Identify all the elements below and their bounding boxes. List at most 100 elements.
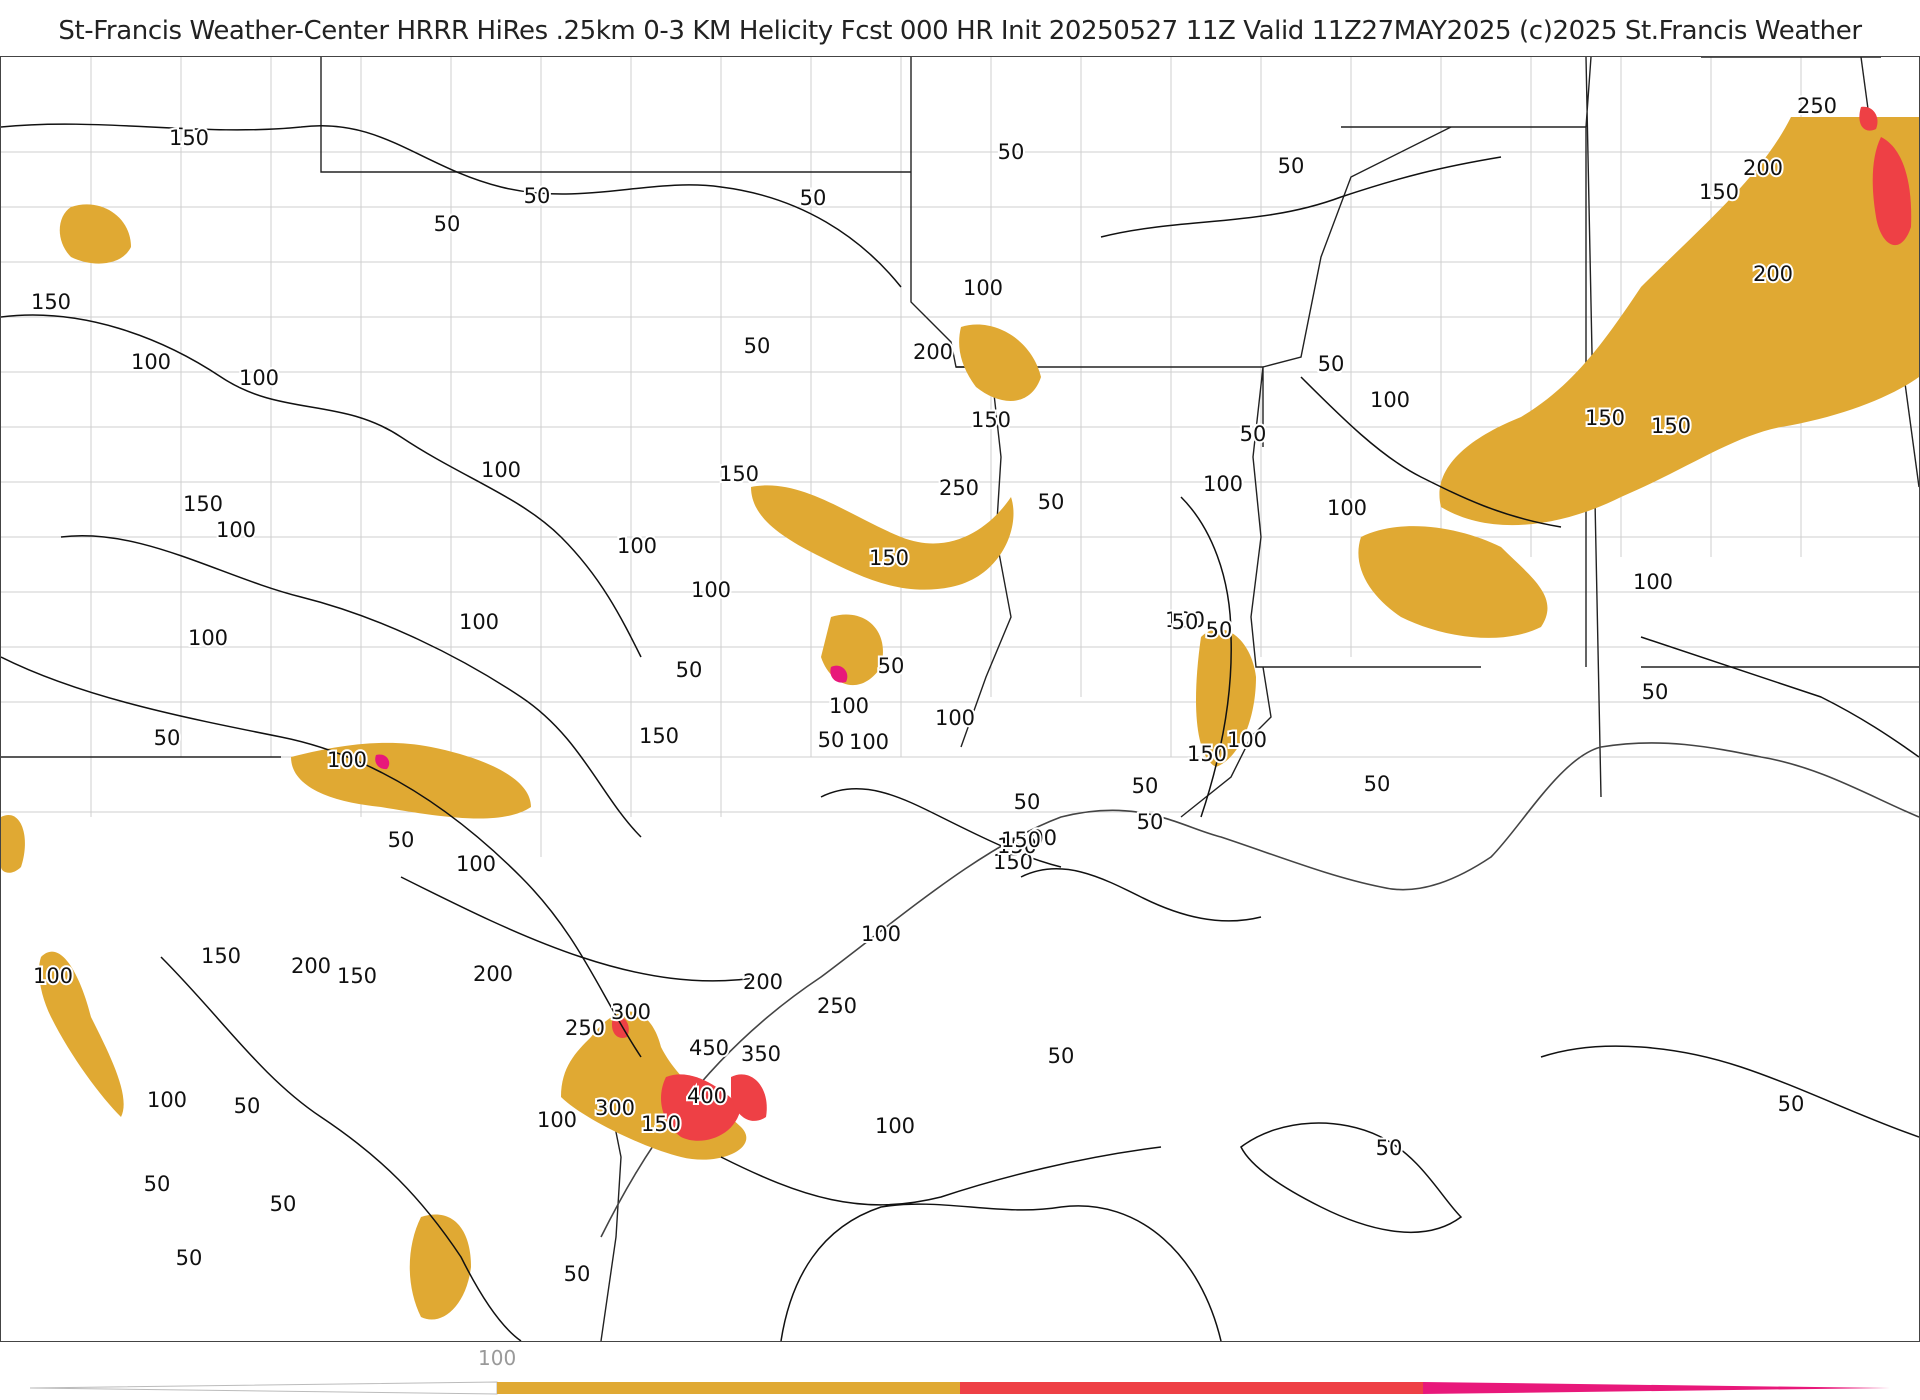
contour-label: 50 [878,654,905,678]
contour-label: 100 [617,534,657,558]
contour-label: 350 [741,1042,781,1066]
contour-label: 250 [1797,94,1837,118]
map-panel[interactable]: 150 50 150 100 100 100 150 100 100 50 10… [0,56,1920,1342]
contour-label: 50 [1206,618,1233,642]
contour-label: 450 [689,1036,729,1060]
contour-label: 200 [743,970,783,994]
contour-label: 50 [1132,774,1159,798]
contour-label: 50 [1318,352,1345,376]
contour-label: 100 [537,1108,577,1132]
contour-label: 100 [1327,496,1367,520]
contour-label: 150 [997,834,1037,858]
contour-label: 100 [829,694,869,718]
contour-label: 100 [239,366,279,390]
helicity-contours [1,123,1919,1341]
color-legend: 100 [0,1340,1920,1400]
contour-label: 100 [1017,826,1057,850]
contour-label: 100 [456,852,496,876]
contour-label: 250 [939,476,979,500]
contour-label: 250 [565,1016,605,1040]
contour-label: 50 [524,184,551,208]
contour-label: 100 [327,748,367,772]
contour-label: 150 [169,126,209,150]
contour-label: 200 [913,340,953,364]
contour-label: 50 [800,186,827,210]
contour-label: 100 [1370,388,1410,412]
contour-label: 300 [595,1096,635,1120]
contour-label: 100 [1327,496,1367,520]
legend-segment-magenta [1423,1382,1890,1394]
contour-label: 50 [1278,154,1305,178]
contour-label: 50 [1172,610,1199,634]
contour-label: 100 [33,964,73,988]
contour-label: 100 [875,1114,915,1138]
contour-label: 50 [1137,810,1164,834]
contour-label: 50 [1038,490,1065,514]
contour-label: 100 [1165,608,1205,632]
contour-label: 200 [473,962,513,986]
contour-label: 150 [201,944,241,968]
contour-label: 50 [998,140,1025,164]
contour-label: 100 [188,626,228,650]
contour-label: 150 [337,964,377,988]
contour-label: 50 [1364,772,1391,796]
contour-label: 50 [434,212,461,236]
contour-label: 100 [459,610,499,634]
contour-label: 50 [234,1094,261,1118]
legend-segment-red [960,1382,1423,1394]
contour-labels: 150 50 150 100 100 100 150 100 100 50 10… [29,92,1839,1288]
contour-label: 100 [481,458,521,482]
contour-label: 50 [1014,790,1041,814]
contour-label: 50 [388,828,415,852]
contour-label: 50 [1014,790,1041,814]
legend-segment-white [29,1381,498,1395]
contour-label: 200 [291,954,331,978]
contour-label: 150 [869,546,909,570]
coastline [600,742,1919,1238]
contour-label: 150 [1001,828,1041,852]
contour-label: 50 [176,1246,203,1270]
contour-label: 150 [641,1112,681,1136]
contour-label: 100 [861,922,901,946]
contour-label: 250 [817,994,857,1018]
contour-label: 100 [691,578,731,602]
title-bar: St-Francis Weather-Center HRRR HiRes .25… [0,0,1920,56]
contour-label: 50 [1048,1044,1075,1068]
contour-label: 50 [564,1262,591,1286]
state-lines [1,57,1919,1341]
contour-label: 50 [270,1192,297,1216]
contour-label: 300 [611,1000,651,1024]
contour-label: 50 [144,1172,171,1196]
contour-label: 150 [183,492,223,516]
contour-label: 50 [1778,1092,1805,1116]
contour-label: 150 [1699,180,1739,204]
contour-label: 100 [1227,728,1267,752]
contour-label: 150 [1585,406,1625,430]
helicity-shading [1,106,1919,1320]
contour-label: 50 [154,726,181,750]
map-title: St-Francis Weather-Center HRRR HiRes .25… [58,16,1862,46]
contour-label: 50 [1642,680,1669,704]
contour-label: 50 [744,334,771,358]
contour-label: 150 [993,850,1033,874]
contour-label: 100 [1203,472,1243,496]
contour-label: 100 [216,518,256,542]
contour-label: 50 [676,658,703,682]
contour-label: 50 [1240,422,1267,446]
contour-label: 100 [1633,570,1673,594]
legend-segment-amber [497,1382,960,1394]
contour-label: 100 [935,706,975,730]
contour-label: 100 [963,276,1003,300]
contour-label: 150 [639,724,679,748]
legend-tick-label: 100 [478,1346,517,1370]
contour-label: 50 [1376,1136,1403,1160]
contour-label: 200 [1753,262,1793,286]
helicity-map: 150 50 150 100 100 100 150 100 100 50 10… [1,57,1919,1341]
legend-colorbar [29,1381,1890,1395]
contour-label: 150 [997,834,1037,858]
contour-label: 100 [849,730,889,754]
contour-label: 150 [719,462,759,486]
county-lines [1,57,1919,857]
contour-label: 150 [971,408,1011,432]
contour-label: 150 [1187,742,1227,766]
